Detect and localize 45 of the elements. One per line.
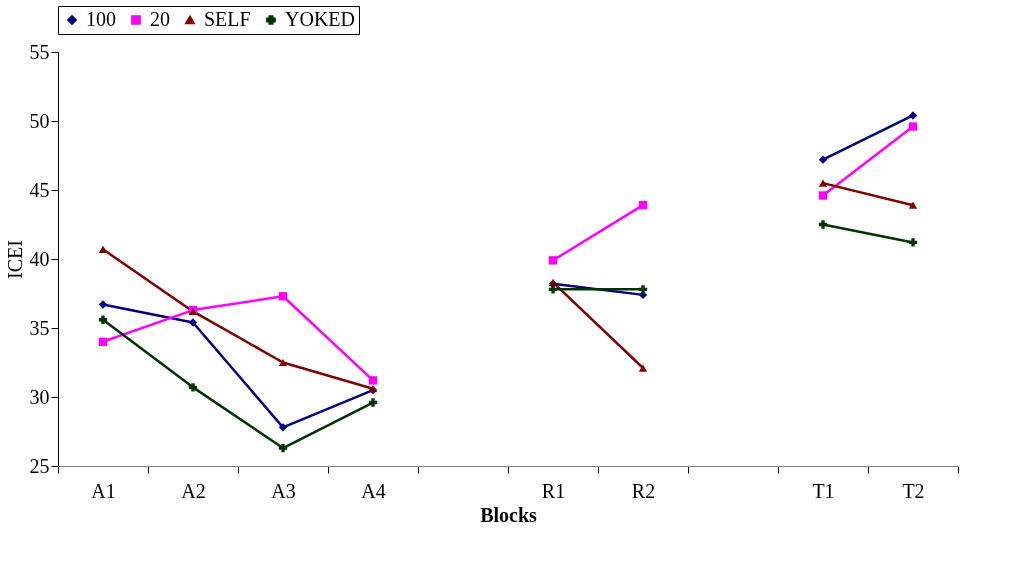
point xyxy=(638,285,648,294)
x-axis-title: Blocks xyxy=(480,503,538,526)
point xyxy=(908,238,918,247)
point xyxy=(548,285,558,294)
point xyxy=(278,423,288,432)
legend-label: YOKED xyxy=(285,8,355,30)
y-tick-label: 40 xyxy=(29,247,50,270)
point xyxy=(98,337,108,346)
point xyxy=(188,318,198,327)
point xyxy=(908,122,918,131)
legend-label: SELF xyxy=(204,8,251,30)
x-tick-label: A2 xyxy=(181,479,206,502)
point xyxy=(98,300,108,309)
point xyxy=(368,398,378,407)
y-axis-title: ICEI xyxy=(3,240,26,279)
point xyxy=(98,315,108,324)
y-tick-label: 25 xyxy=(29,454,50,477)
x-tick-label: A3 xyxy=(271,479,296,502)
x-tick-label: A4 xyxy=(361,479,386,502)
point xyxy=(818,191,828,200)
y-tick-label: 50 xyxy=(29,109,50,132)
point xyxy=(278,292,288,301)
point xyxy=(278,443,288,453)
point xyxy=(818,155,828,164)
point xyxy=(818,220,828,229)
point xyxy=(188,383,198,392)
point xyxy=(368,376,378,385)
legend-label: 20 xyxy=(150,8,170,30)
x-tick-label: R1 xyxy=(541,479,566,502)
point xyxy=(278,358,288,367)
point xyxy=(548,256,558,265)
x-tick-label: A1 xyxy=(91,479,116,502)
point xyxy=(818,179,828,187)
x-tick-label: R2 xyxy=(631,479,656,502)
point xyxy=(638,364,648,372)
point xyxy=(908,201,918,209)
y-tick-label: 35 xyxy=(29,316,50,339)
y-tick-label: 45 xyxy=(29,178,50,201)
point xyxy=(638,201,648,210)
point xyxy=(908,111,918,120)
y-tick-label: 30 xyxy=(29,385,50,408)
x-tick-label: T1 xyxy=(812,479,835,502)
legend-label: 100 xyxy=(86,8,116,30)
x-tick-label: T2 xyxy=(902,479,925,502)
y-tick-label: 55 xyxy=(29,40,50,63)
